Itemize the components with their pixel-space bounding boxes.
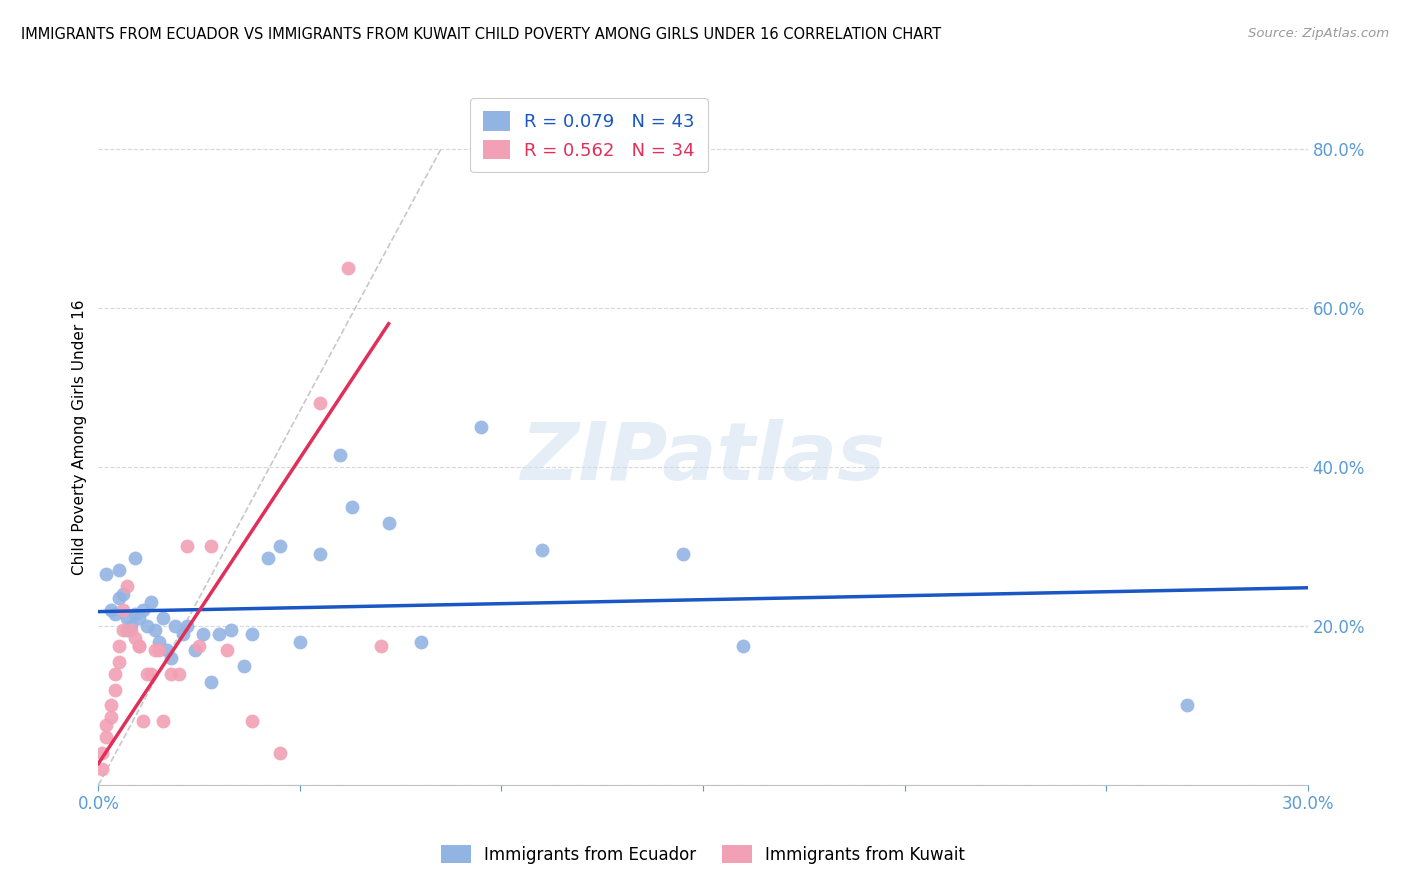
- Point: [111, 587, 134, 601]
- Point: [167, 666, 190, 681]
- Point: [193, 627, 215, 641]
- Point: [103, 607, 125, 621]
- Point: [409, 635, 432, 649]
- Point: [188, 639, 211, 653]
- Point: [200, 674, 222, 689]
- Legend: Immigrants from Ecuador, Immigrants from Kuwait: Immigrants from Ecuador, Immigrants from…: [434, 838, 972, 871]
- Point: [370, 639, 392, 653]
- Point: [103, 682, 125, 697]
- Point: [143, 623, 166, 637]
- Point: [470, 420, 492, 434]
- Point: [111, 623, 134, 637]
- Point: [309, 396, 332, 410]
- Point: [152, 714, 174, 729]
- Point: [128, 639, 150, 653]
- Point: [135, 619, 157, 633]
- Point: [172, 627, 194, 641]
- Point: [200, 540, 222, 554]
- Point: [124, 551, 146, 566]
- Point: [148, 635, 170, 649]
- Point: [148, 642, 170, 657]
- Point: [240, 627, 263, 641]
- Point: [530, 543, 553, 558]
- Point: [115, 623, 138, 637]
- Point: [139, 666, 162, 681]
- Text: ZIPatlas: ZIPatlas: [520, 419, 886, 497]
- Point: [91, 762, 114, 776]
- Point: [184, 642, 207, 657]
- Point: [176, 619, 198, 633]
- Point: [91, 746, 114, 760]
- Point: [132, 714, 155, 729]
- Point: [221, 623, 243, 637]
- Point: [160, 650, 183, 665]
- Point: [156, 642, 179, 657]
- Point: [120, 623, 142, 637]
- Point: [103, 666, 125, 681]
- Point: [139, 595, 162, 609]
- Point: [309, 547, 332, 561]
- Point: [143, 642, 166, 657]
- Text: Source: ZipAtlas.com: Source: ZipAtlas.com: [1249, 27, 1389, 40]
- Point: [342, 500, 364, 514]
- Point: [100, 698, 122, 713]
- Point: [128, 639, 150, 653]
- Point: [115, 579, 138, 593]
- Point: [107, 655, 129, 669]
- Point: [124, 607, 146, 621]
- Point: [176, 540, 198, 554]
- Point: [1175, 698, 1198, 713]
- Point: [124, 631, 146, 645]
- Point: [100, 603, 122, 617]
- Point: [288, 635, 311, 649]
- Point: [217, 642, 239, 657]
- Point: [107, 591, 129, 606]
- Point: [96, 567, 118, 582]
- Point: [377, 516, 399, 530]
- Point: [160, 666, 183, 681]
- Point: [100, 710, 122, 724]
- Point: [240, 714, 263, 729]
- Point: [269, 746, 291, 760]
- Point: [232, 658, 254, 673]
- Point: [256, 551, 278, 566]
- Point: [672, 547, 695, 561]
- Point: [96, 718, 118, 732]
- Point: [337, 261, 360, 276]
- Point: [120, 619, 142, 633]
- Point: [135, 666, 157, 681]
- Text: IMMIGRANTS FROM ECUADOR VS IMMIGRANTS FROM KUWAIT CHILD POVERTY AMONG GIRLS UNDE: IMMIGRANTS FROM ECUADOR VS IMMIGRANTS FR…: [21, 27, 942, 42]
- Point: [163, 619, 186, 633]
- Legend: R = 0.079   N = 43, R = 0.562   N = 34: R = 0.079 N = 43, R = 0.562 N = 34: [470, 98, 707, 172]
- Point: [111, 603, 134, 617]
- Point: [128, 611, 150, 625]
- Y-axis label: Child Poverty Among Girls Under 16: Child Poverty Among Girls Under 16: [72, 300, 87, 574]
- Point: [329, 448, 352, 462]
- Point: [208, 627, 231, 641]
- Point: [107, 639, 129, 653]
- Point: [107, 563, 129, 577]
- Point: [96, 731, 118, 745]
- Point: [152, 611, 174, 625]
- Point: [733, 639, 755, 653]
- Point: [115, 611, 138, 625]
- Point: [132, 603, 155, 617]
- Point: [269, 540, 291, 554]
